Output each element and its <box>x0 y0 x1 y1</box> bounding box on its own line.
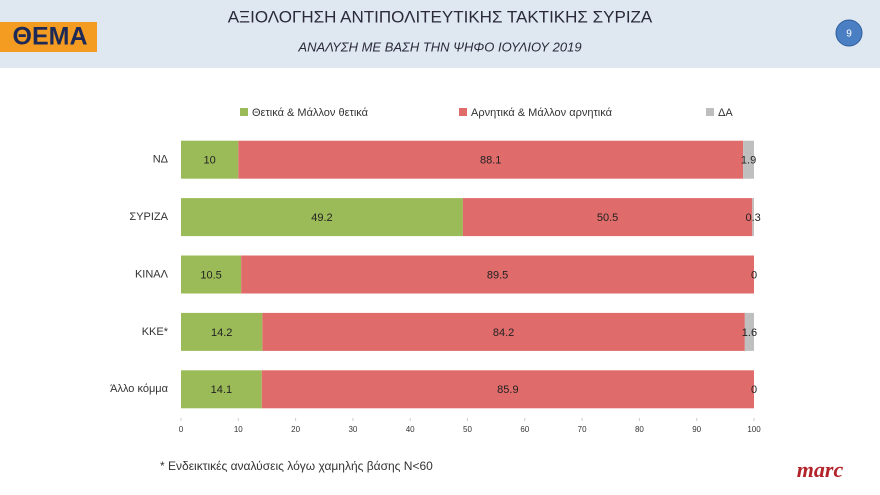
data-label: 0.3 <box>745 212 760 224</box>
footnote: * Ενδεικτικές αναλύσεις λόγω χαμηλής βάσ… <box>160 459 433 473</box>
legend-label: ΔΑ <box>718 107 733 119</box>
y-tick-label: ΣΥΡΙΖΑ <box>129 211 168 223</box>
x-tick-label: 20 <box>291 425 300 434</box>
data-label: 85.9 <box>497 384 518 396</box>
x-tick-label: 70 <box>578 425 587 434</box>
data-label: 84.2 <box>493 327 514 339</box>
header-band <box>0 0 880 68</box>
logo-bg <box>0 22 97 52</box>
data-label: 0 <box>751 384 757 396</box>
data-label: 1.9 <box>741 155 756 167</box>
x-tick-label: 0 <box>179 425 184 434</box>
bar-segment <box>181 312 263 351</box>
x-tick-label: 30 <box>348 425 357 434</box>
chart-title: ΑΞΙΟΛΟΓΗΣΗ ΑΝΤΙΠΟΛΙΤΕΥΤΙΚΗΣ ΤΑΚΤΙΚΗΣ ΣΥΡ… <box>228 7 653 26</box>
page-badge <box>835 19 863 47</box>
bar-segment <box>181 198 463 237</box>
legend-swatch <box>459 108 467 116</box>
chart-subtitle: ΑΝΑΛΥΣΗ ΜΕ ΒΑΣΗ ΤΗΝ ΨΗΦΟ ΙΟΥΛΙΟΥ 2019 <box>297 39 581 54</box>
bar-segment <box>743 140 754 179</box>
data-label: 1.6 <box>742 327 757 339</box>
data-label: 14.2 <box>211 327 232 339</box>
data-label: 0 <box>751 269 757 281</box>
data-label: 88.1 <box>480 155 501 167</box>
bar-segment <box>462 198 753 237</box>
y-tick-label: ΚΙΝΑΛ <box>135 268 169 280</box>
data-label: 89.5 <box>487 269 508 281</box>
legend-label: Αρνητικά & Μάλλον αρνητικά <box>471 107 613 119</box>
y-tick-label: Άλλο κόμμα <box>110 383 169 395</box>
y-tick-label: ΚΚΕ* <box>142 326 169 338</box>
data-label: 49.2 <box>311 212 332 224</box>
data-label: 10 <box>204 155 216 167</box>
bar-segment <box>181 255 242 294</box>
bar-segment <box>744 312 754 351</box>
brand-logo: marc <box>797 457 844 482</box>
x-tick-label: 10 <box>234 425 243 434</box>
logo: ΘΕΜΑ <box>13 23 88 51</box>
x-tick-label: 40 <box>406 425 415 434</box>
x-tick-label: 50 <box>463 425 472 434</box>
x-tick-label: 80 <box>635 425 644 434</box>
page-number: 9 <box>846 29 852 40</box>
x-tick-label: 60 <box>520 425 529 434</box>
x-tick-label: 100 <box>747 425 761 434</box>
bar-segment <box>241 255 755 294</box>
x-tick-label: 90 <box>692 425 701 434</box>
bar-segment <box>752 198 754 237</box>
bar-segment <box>261 370 754 409</box>
y-tick-label: ΝΔ <box>153 154 169 166</box>
bar-segment <box>238 140 744 179</box>
data-label: 50.5 <box>597 212 618 224</box>
bar-segment <box>181 370 262 409</box>
data-label: 14.1 <box>211 384 232 396</box>
bar-segment <box>262 312 745 351</box>
legend-label: Θετικά & Μάλλον θετικά <box>252 107 369 119</box>
legend-swatch <box>706 108 714 116</box>
data-label: 10.5 <box>200 269 221 281</box>
legend-swatch <box>240 108 248 116</box>
bar-segment <box>181 140 239 179</box>
